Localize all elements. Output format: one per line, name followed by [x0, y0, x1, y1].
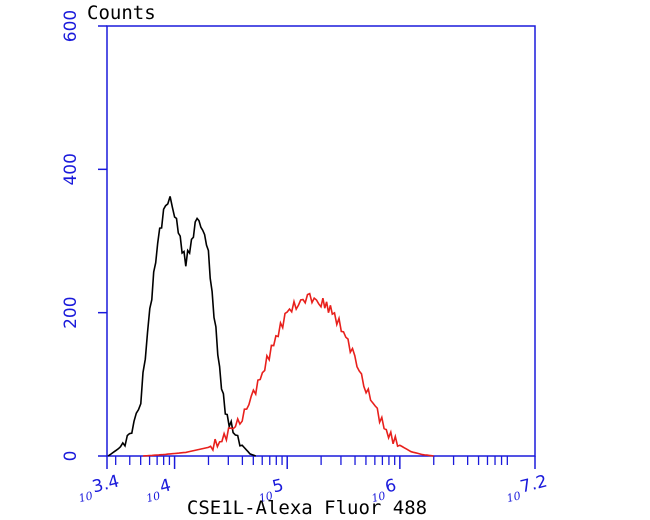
x-tick-label: 107.2 [505, 471, 549, 505]
x-tick-label: 105 [258, 475, 286, 505]
y-axis: 0 200 400 600 [61, 10, 107, 462]
x-tick-label-base: 10 [370, 489, 387, 505]
y-tick-label: 600 [61, 10, 81, 42]
x-tick-label-exponent: 5 [270, 475, 285, 497]
x-tick-label-base: 10 [77, 489, 94, 505]
x-tick-label-exponent: 3.4 [90, 471, 121, 497]
x-axis-title: CSE1L-Alexa Fluor 488 [187, 497, 427, 519]
x-tick-label: 106 [370, 475, 398, 505]
x-tick-label-base: 10 [258, 489, 275, 505]
x-axis: 103.4 104 105 106 107.2 [77, 456, 549, 505]
x-tick-label: 103.4 [77, 471, 121, 505]
x-tick-label: 104 [145, 475, 173, 505]
plot-frame [106, 25, 536, 457]
y-tick-label: 0 [61, 451, 81, 462]
x-tick-label-exponent: 4 [158, 475, 173, 497]
series-group [107, 196, 434, 457]
y-tick-label: 400 [61, 153, 81, 185]
x-tick-label-exponent: 7.2 [518, 471, 549, 497]
sample-histogram-line [142, 292, 434, 457]
control-histogram-line [107, 196, 256, 457]
x-tick-label-base: 10 [505, 489, 522, 505]
y-tick-label: 200 [61, 296, 81, 328]
y-axis-title: Counts [87, 2, 156, 24]
x-tick-label-base: 10 [145, 489, 162, 505]
x-tick-label-exponent: 6 [383, 475, 398, 497]
